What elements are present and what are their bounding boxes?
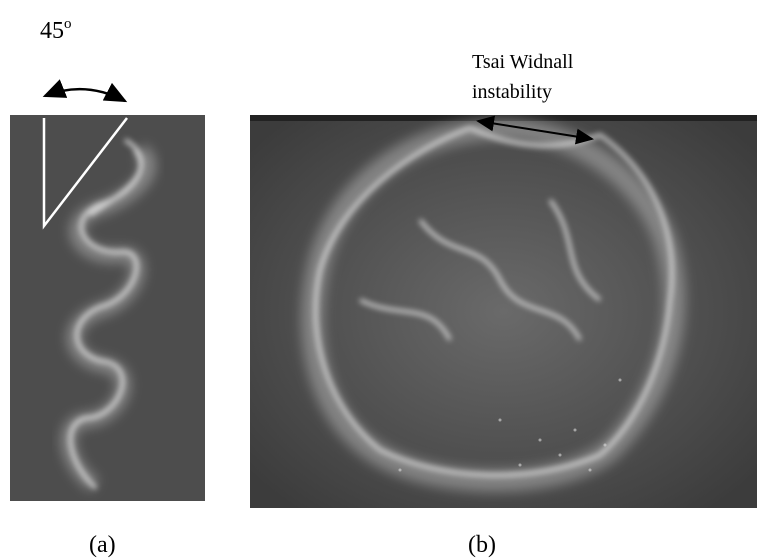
angle-value: 45 <box>40 18 64 44</box>
angle-superscript: o <box>64 16 72 32</box>
rotation-arrow <box>45 89 125 101</box>
annotation-line1: Tsai Widnall <box>472 51 574 73</box>
figure: 45o Tsa <box>0 0 763 559</box>
photo-a <box>10 115 205 501</box>
angle-label: 45o <box>40 16 72 44</box>
photo-b <box>250 115 757 508</box>
panel-label-a: (a) <box>89 532 116 558</box>
annotation-line2: instability <box>472 81 552 103</box>
panel-label-b: (b) <box>468 532 496 558</box>
